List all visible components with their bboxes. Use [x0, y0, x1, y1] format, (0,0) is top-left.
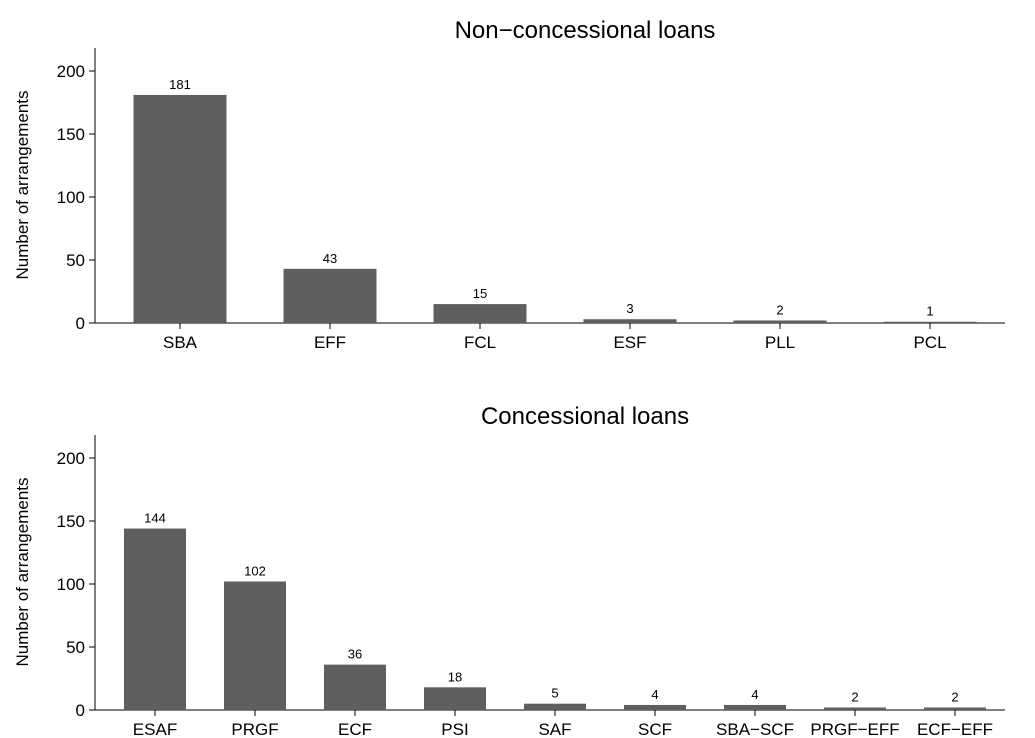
- bar-prgf-eff: [824, 707, 886, 710]
- data-label: 4: [651, 687, 658, 702]
- x-category-label: PSI: [441, 720, 468, 738]
- bar-scf: [624, 704, 686, 710]
- bar-saf: [524, 703, 586, 710]
- x-category-label: FCL: [464, 333, 496, 352]
- y-tick-label: 200: [57, 449, 85, 468]
- y-axis-label: Number of arrangements: [13, 91, 32, 280]
- data-label: 2: [776, 302, 783, 317]
- data-label: 5: [551, 686, 558, 701]
- data-label: 18: [448, 669, 462, 684]
- x-category-label: SBA−SCF: [716, 720, 794, 738]
- data-label: 15: [473, 286, 487, 301]
- data-label: 4: [751, 687, 758, 702]
- bar-sba: [133, 94, 227, 323]
- bar-ecf-eff: [924, 707, 986, 710]
- y-tick-label: 100: [57, 188, 85, 207]
- x-category-label: SBA: [163, 333, 198, 352]
- chart-title: Concessional loans: [481, 403, 689, 430]
- x-category-label: SCF: [638, 720, 672, 738]
- x-category-label: PRGF: [231, 720, 278, 738]
- x-category-label: SAF: [538, 720, 571, 738]
- y-tick-label: 200: [57, 62, 85, 81]
- bar-esaf: [124, 528, 186, 710]
- y-tick-label: 0: [76, 314, 85, 333]
- x-category-label: ESAF: [133, 720, 177, 738]
- chart-panel-1: Concessional loans Number of arrangements…: [13, 403, 1005, 738]
- bar-eff: [283, 268, 377, 323]
- data-label: 3: [626, 301, 633, 316]
- data-label: 1: [926, 304, 933, 319]
- y-axis-label: Number of arrangements: [13, 478, 32, 667]
- bar-prgf: [224, 581, 286, 710]
- bar-pcl: [883, 321, 977, 323]
- data-label: 2: [951, 689, 958, 704]
- y-tick-label: 150: [57, 125, 85, 144]
- data-label: 36: [348, 647, 362, 662]
- bar-esf: [583, 319, 677, 323]
- data-label: 181: [169, 77, 191, 92]
- x-category-label: PLL: [765, 333, 795, 352]
- x-category-label: PCL: [913, 333, 946, 352]
- y-tick-label: 0: [76, 701, 85, 720]
- bar-psi: [424, 687, 486, 710]
- chart-panel-0: Non−concessional loans Number of arrangem…: [13, 17, 1005, 352]
- chart-title: Non−concessional loans: [455, 17, 716, 44]
- x-category-label: PRGF−EFF: [810, 720, 899, 738]
- bar-fcl: [433, 304, 527, 323]
- bar-sba-scf: [724, 704, 786, 710]
- data-label: 102: [244, 563, 266, 578]
- bar-pll: [733, 320, 827, 323]
- y-tick-label: 150: [57, 512, 85, 531]
- bar-ecf: [324, 664, 386, 710]
- data-label: 144: [144, 511, 166, 526]
- x-category-label: EFF: [314, 333, 346, 352]
- x-category-label: ECF−EFF: [917, 720, 993, 738]
- y-tick-label: 50: [66, 251, 85, 270]
- data-label: 2: [851, 689, 858, 704]
- x-category-label: ECF: [338, 720, 372, 738]
- y-tick-label: 50: [66, 638, 85, 657]
- data-label: 43: [323, 251, 337, 266]
- x-category-label: ESF: [613, 333, 646, 352]
- y-tick-label: 100: [57, 575, 85, 594]
